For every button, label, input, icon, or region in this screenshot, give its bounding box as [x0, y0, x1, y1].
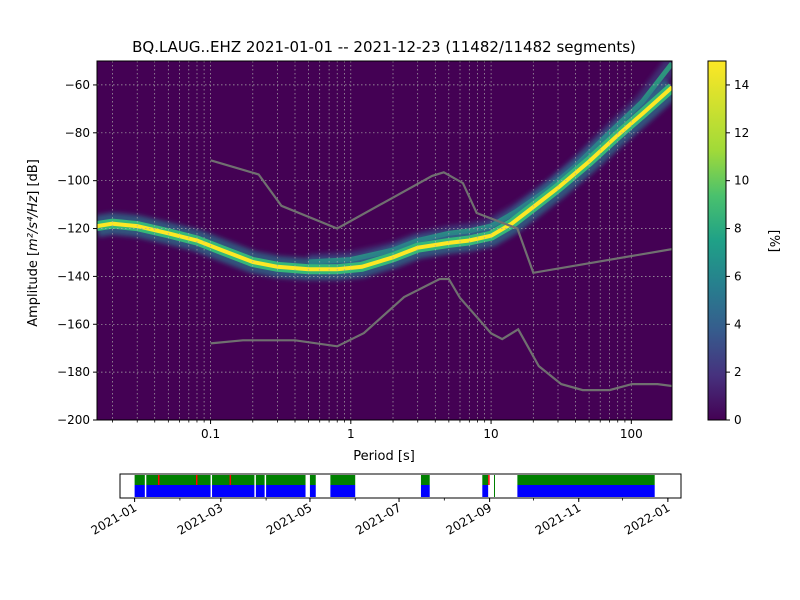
y-tick-label: −120	[57, 222, 90, 236]
timeline-tick-label: 2021-07	[353, 500, 403, 537]
x-tick-label: 10	[483, 427, 498, 441]
y-axis-label-math: m²/s⁴/Hz	[26, 195, 41, 251]
y-axis-label-tail: ] [dB]	[26, 159, 41, 196]
y-tick-label: −80	[65, 126, 90, 140]
nlnm-curve	[210, 277, 672, 392]
colorbar-tick-label: 2	[734, 365, 742, 379]
y-tick-label: −180	[57, 365, 90, 379]
colorbar-tick-label: 0	[734, 413, 742, 427]
coverage-top-segment	[330, 475, 356, 485]
coverage-bottom-segment	[330, 485, 356, 497]
timeline-tick-label: 2021-05	[264, 500, 314, 537]
colorbar-tick-label: 14	[734, 78, 749, 92]
colorbar-tick-label: 12	[734, 126, 749, 140]
y-tick-label: −100	[57, 174, 90, 188]
coverage-bottom-segment	[146, 485, 211, 497]
coverage-top-segment	[309, 475, 316, 485]
timeline-coverage	[134, 475, 655, 497]
x-tick-label: 1	[347, 427, 355, 441]
coverage-marker	[229, 475, 232, 485]
plot-frame	[96, 60, 673, 421]
coverage-gap-line	[494, 475, 495, 497]
timeline-tick-label: 2021-11	[533, 500, 583, 537]
coverage-bottom-segment	[420, 485, 430, 497]
x-tick-label: 0.1	[201, 427, 220, 441]
timeline-tick-label: 2022-01	[622, 500, 672, 537]
coverage-bottom-segment	[482, 485, 489, 497]
coverage-top-segment	[255, 475, 265, 485]
colorbar-tick-label: 6	[734, 269, 742, 283]
coverage-top-segment	[517, 475, 655, 485]
nhnm-curve	[210, 159, 672, 275]
x-tick-label: 100	[620, 427, 643, 441]
colorbar: 0 2 4 6 8 10 12 14 [%]	[707, 60, 781, 427]
coverage-top-segment	[134, 475, 145, 485]
coverage-bottom-segment	[134, 485, 145, 497]
x-axis: 0.1 1 10 100	[112, 420, 643, 441]
coverage-bottom-segment	[255, 485, 265, 497]
coverage-bottom-segment	[212, 485, 255, 497]
colorbar-tick-label: 8	[734, 222, 742, 236]
coverage-top-segment	[146, 475, 211, 485]
y-axis-label-main: Amplitude [	[26, 251, 41, 327]
y-tick-label: −60	[65, 78, 90, 92]
colorbar-ticks: 0 2 4 6 8 10 12 14	[726, 78, 749, 427]
noise-models	[210, 159, 672, 392]
timeline-axis: 2021-01 2021-03 2021-05 2021-07 2021-09 2021-…	[89, 498, 672, 538]
y-axis-label: Amplitude [m²/s⁴/Hz] [dB]	[26, 159, 41, 327]
coverage-bottom-segment	[309, 485, 316, 497]
psd-plot: 0.1 1 10 100 −60 −80 −100 −120 −140 −160 −180 −200	[57, 60, 673, 441]
chart-title: BQ.LAUG..EHZ 2021-01-01 -- 2021-12-23 (1…	[132, 38, 636, 56]
timeline-tick-label: 2021-09	[444, 500, 494, 537]
coverage-marker	[488, 475, 490, 485]
timeline-tick-label: 2021-03	[175, 500, 225, 537]
timeline-tick-label: 2021-01	[89, 500, 139, 537]
y-tick-label: −140	[57, 269, 90, 283]
timeline-frame	[119, 473, 682, 499]
colorbar-label: [%]	[766, 230, 781, 253]
coverage-top-segment	[212, 475, 255, 485]
coverage-top-segment	[482, 475, 489, 485]
coverage-top-segment	[420, 475, 430, 485]
y-axis: −60 −80 −100 −120 −140 −160 −180 −200	[57, 78, 97, 427]
coverage-top-segment	[266, 475, 306, 485]
colorbar-scale	[707, 60, 727, 421]
timeline-strip: 2021-01 2021-03 2021-05 2021-07 2021-09 2021-…	[89, 473, 682, 538]
coverage-marker	[157, 475, 160, 485]
coverage-bottom-segment	[517, 485, 655, 497]
x-axis-label: Period [s]	[353, 449, 415, 464]
y-tick-label: −160	[57, 317, 90, 331]
colorbar-tick-label: 10	[734, 174, 749, 188]
colorbar-tick-label: 4	[734, 317, 742, 331]
y-tick-label: −200	[57, 413, 90, 427]
coverage-marker	[195, 475, 198, 485]
coverage-bottom-segment	[266, 485, 306, 497]
